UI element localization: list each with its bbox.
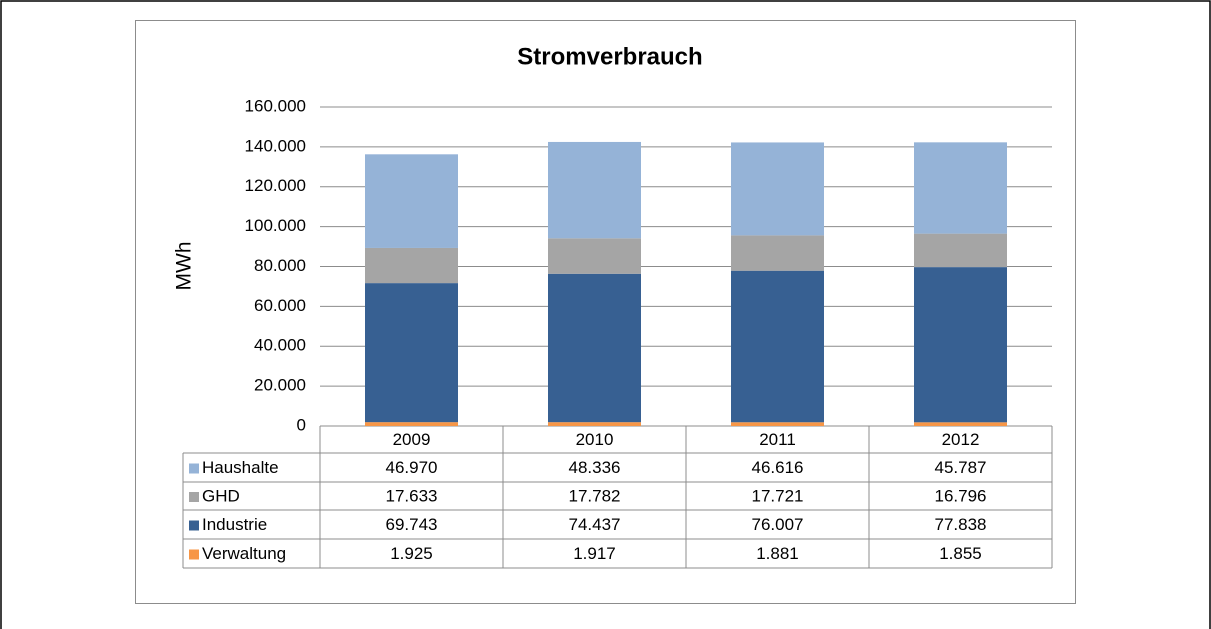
bar-segment <box>731 270 824 423</box>
bar-segment <box>365 154 458 248</box>
bar-segment <box>914 233 1007 268</box>
table-value: 76.007 <box>752 515 804 534</box>
table-value: 1.917 <box>573 544 616 563</box>
bar-segment <box>914 142 1007 234</box>
table-value: 46.970 <box>386 458 438 477</box>
y-tick-label: 60.000 <box>254 296 306 315</box>
y-axis-label: MWh <box>173 242 196 291</box>
x-tick-label: 2009 <box>393 430 431 449</box>
legend-label: GHD <box>202 486 240 505</box>
bar-segment <box>365 247 458 284</box>
y-tick-label: 40.000 <box>254 336 306 355</box>
bar-segment <box>548 141 641 239</box>
legend-swatch <box>189 492 199 502</box>
legend-label: Haushalte <box>202 458 279 477</box>
bar-segment <box>548 273 641 423</box>
y-tick-label: 100.000 <box>245 216 306 235</box>
y-tick-label: 120.000 <box>245 176 306 195</box>
table-value: 69.743 <box>386 515 438 534</box>
table-value: 74.437 <box>569 515 621 534</box>
bar-segment <box>731 422 824 426</box>
table-value: 1.881 <box>756 544 799 563</box>
legend-swatch <box>189 520 199 531</box>
y-tick-label: 0 <box>297 415 306 434</box>
legend-label: Industrie <box>202 515 267 534</box>
table-value: 46.616 <box>752 458 804 477</box>
y-tick-label: 160.000 <box>245 96 306 115</box>
y-tick-label: 20.000 <box>254 376 306 395</box>
table-value: 77.838 <box>935 515 987 534</box>
table-value: 45.787 <box>935 458 987 477</box>
table-value: 17.633 <box>386 486 438 505</box>
legend-label: Verwaltung <box>202 544 286 563</box>
bar-segment <box>914 422 1007 426</box>
bar-segment <box>914 267 1007 423</box>
table-value: 1.925 <box>390 544 433 563</box>
legend-swatch <box>189 463 199 474</box>
bar-segment <box>548 238 641 274</box>
x-tick-label: 2010 <box>576 430 614 449</box>
chart-title: Stromverbrauch <box>517 43 702 70</box>
bar-segment <box>548 422 641 426</box>
table-value: 48.336 <box>569 458 621 477</box>
table-value: 1.855 <box>939 544 982 563</box>
bar-segment <box>365 422 458 426</box>
y-tick-label: 140.000 <box>245 136 306 155</box>
table-value: 16.796 <box>935 486 987 505</box>
x-tick-label: 2012 <box>942 430 980 449</box>
bar-segment <box>731 235 824 271</box>
bar-segment <box>365 283 458 423</box>
table-value: 17.782 <box>569 486 621 505</box>
y-tick-label: 80.000 <box>254 256 306 275</box>
bar-segment <box>731 142 824 236</box>
x-tick-label: 2011 <box>759 430 796 449</box>
legend-swatch <box>189 549 199 560</box>
table-value: 17.721 <box>752 486 804 505</box>
